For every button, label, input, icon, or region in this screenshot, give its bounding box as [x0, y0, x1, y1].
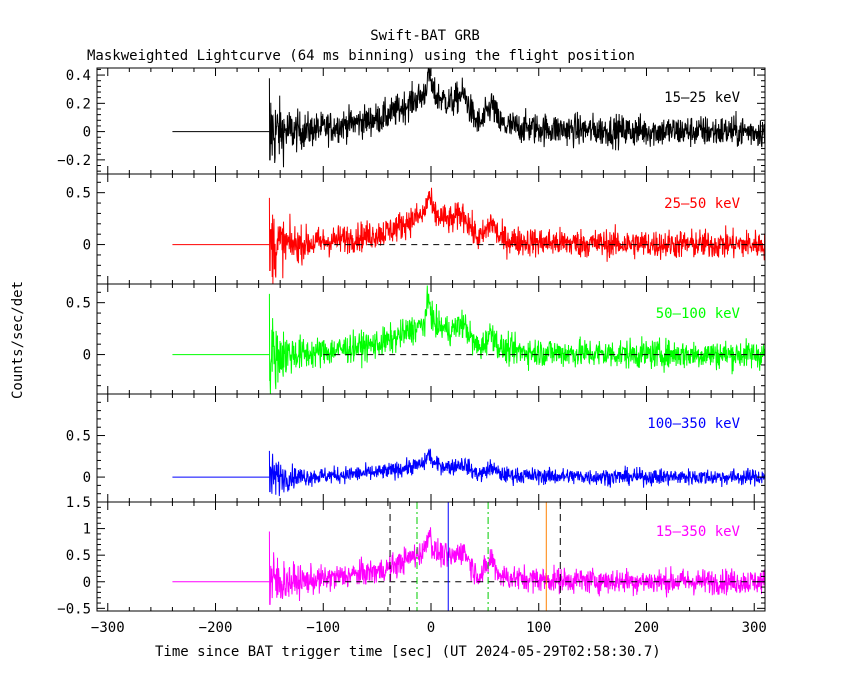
y-axis-label: Counts/sec/det	[10, 281, 26, 399]
panel-100-350-kev: 0 0.5 100–350 keV	[66, 393, 766, 503]
band-label: 15–350 keV	[656, 524, 741, 540]
y-tick-label: 0.4	[66, 68, 91, 84]
y-tick-label: 0.5	[66, 296, 91, 312]
plot-area: −0.2 0 0.2 0.4 15–25 keV 0 0.5 25–50 keV 0 0.5 50–…	[57, 67, 767, 636]
y-tick-label: 0	[83, 125, 91, 141]
y-tick-label: 0	[83, 238, 91, 254]
lightcurve-series	[268, 68, 766, 168]
y-tick-label: 1	[83, 522, 91, 538]
x-tick-label: −300	[91, 620, 125, 636]
y-tick-label: 0	[83, 470, 91, 486]
y-tick-label: 0.2	[66, 96, 91, 112]
y-tick-label: −0.5	[57, 601, 91, 617]
y-tick-label: 0.5	[66, 548, 91, 564]
panel-50-100-kev: 0 0.5 50–100 keV	[66, 283, 766, 395]
lightcurve-series	[268, 285, 766, 394]
panel-15-350-kev: −0.5 0 0.5 1 1.5 15–350 keV	[57, 495, 766, 617]
x-tick-label: 200	[634, 620, 659, 636]
y-tick-label: 0	[83, 348, 91, 364]
chart-subtitle: Maskweighted Lightcurve (64 ms binning) …	[87, 48, 635, 64]
panel-15-25-kev: −0.2 0 0.2 0.4 15–25 keV	[57, 67, 766, 175]
band-label: 100–350 keV	[647, 416, 740, 432]
chart-title: Swift-BAT GRB	[370, 28, 480, 44]
band-label: 25–50 keV	[664, 196, 740, 212]
lightcurve-series	[268, 187, 766, 284]
x-tick-label: 0	[427, 620, 435, 636]
y-tick-label: −0.2	[57, 153, 91, 169]
x-tick-label: −100	[306, 620, 340, 636]
y-tick-label: 0.5	[66, 429, 91, 445]
x-tick-label: −200	[199, 620, 233, 636]
y-tick-label: 1.5	[66, 495, 91, 511]
panel-25-50-kev: 0 0.5 25–50 keV	[66, 173, 766, 285]
y-tick-label: 0.5	[66, 186, 91, 202]
lightcurve-series	[268, 527, 766, 605]
band-label: 50–100 keV	[656, 306, 741, 322]
panel-frame	[96, 283, 766, 395]
x-tick-label: 100	[526, 620, 551, 636]
panel-frame	[96, 393, 766, 503]
lightcurve-series	[268, 448, 766, 497]
x-axis-label: Time since BAT trigger time [sec] (UT 20…	[155, 644, 661, 660]
x-tick-label: 300	[742, 620, 767, 636]
y-tick-label: 0	[83, 575, 91, 591]
band-label: 15–25 keV	[664, 90, 740, 106]
panel-frame	[96, 501, 766, 612]
